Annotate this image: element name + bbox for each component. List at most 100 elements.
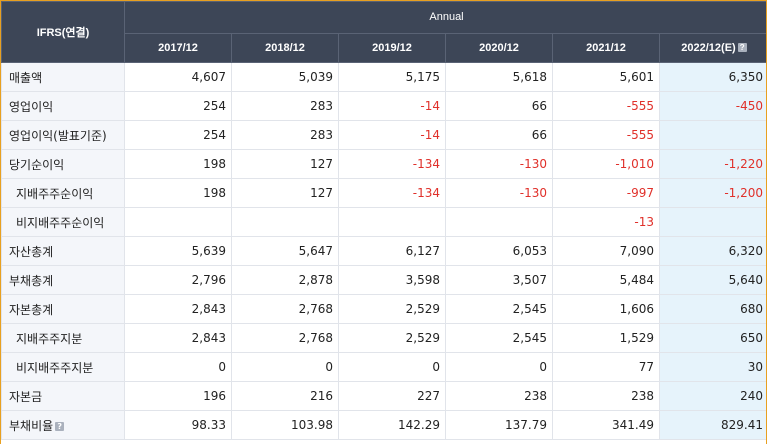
row-label: 지배주주순이익 (1, 178, 125, 208)
value-cell: 196 (124, 381, 232, 411)
row-label-text: 지배주주순이익 (16, 186, 94, 201)
value-cell: 2,545 (445, 294, 553, 324)
value-cell: 7,090 (552, 236, 660, 266)
year-header: 2019/12 (338, 32, 446, 64)
question-icon[interactable]: ? (55, 421, 65, 431)
row-label: 당기순이익 (1, 149, 125, 179)
value-cell: 3,507 (445, 265, 553, 295)
value-cell: 216 (231, 381, 339, 411)
value-cell: 5,484 (552, 265, 660, 295)
value-cell: -134 (338, 149, 446, 179)
value-cell: -13 (552, 207, 660, 237)
row-label: 자본금 (1, 381, 125, 411)
annual-group-header: Annual (123, 1, 766, 34)
row-label-text: 영업이익(발표기준) (9, 128, 107, 143)
value-cell: 103.98 (231, 410, 339, 440)
value-cell: 238 (445, 381, 553, 411)
value-cell: 0 (445, 352, 553, 382)
row-label: 자산총계 (1, 236, 125, 266)
row-label-text: 부채총계 (9, 273, 54, 288)
value-cell: 227 (338, 381, 446, 411)
row-label-text: 자본금 (9, 389, 43, 404)
value-cell: 2,768 (231, 323, 339, 353)
estimate-value-cell: -450 (658, 91, 766, 121)
value-cell: 2,843 (124, 294, 232, 324)
value-cell: -130 (445, 149, 553, 179)
table-row: 지배주주순이익 198 127 -134 -130 -997 -1,200 (1, 178, 766, 208)
value-cell: 2,768 (231, 294, 339, 324)
table-row: 자본금 196 216 227 238 238 240 (1, 381, 766, 411)
row-label-text: 당기순이익 (9, 157, 65, 172)
value-cell: 2,796 (124, 265, 232, 295)
table-row: 비지배주주지분 0 0 0 0 77 30 (1, 352, 766, 382)
year-label: 2022/12(E) (681, 41, 736, 54)
year-label: 2020/12 (479, 41, 519, 54)
value-cell: 5,039 (231, 62, 339, 92)
value-cell: 238 (552, 381, 660, 411)
value-cell (124, 207, 232, 237)
table-row: 자산총계 5,639 5,647 6,127 6,053 7,090 6,320 (1, 236, 766, 266)
value-cell: 3,598 (338, 265, 446, 295)
estimate-value-cell (658, 120, 766, 150)
value-cell: 2,545 (445, 323, 553, 353)
value-cell: 4,607 (124, 62, 232, 92)
estimate-value-cell: 829.41 (658, 410, 766, 440)
row-label-text: 비지배주주지분 (16, 360, 94, 375)
value-cell: 66 (445, 91, 553, 121)
row-label: 부채총계 (1, 265, 125, 295)
value-cell: 5,647 (231, 236, 339, 266)
value-cell: -997 (552, 178, 660, 208)
row-label-text: 자산총계 (9, 244, 54, 259)
estimate-value-cell: 6,350 (658, 62, 766, 92)
value-cell: 127 (231, 178, 339, 208)
value-cell: 5,175 (338, 62, 446, 92)
estimate-value-cell: 240 (658, 381, 766, 411)
value-cell: 137.79 (445, 410, 553, 440)
value-cell: 66 (445, 120, 553, 150)
header-row-years: 2017/12 2018/12 2019/12 2020/12 2021/12 … (2, 32, 766, 64)
value-cell (445, 207, 553, 237)
estimate-value-cell: 680 (658, 294, 766, 324)
row-label: 비지배주주순이익 (1, 207, 125, 237)
year-header: 2018/12 (231, 32, 339, 64)
table-row: 영업이익 254 283 -14 66 -555 -450 (1, 91, 766, 121)
row-label: 자본총계 (1, 294, 125, 324)
value-cell: 142.29 (338, 410, 446, 440)
value-cell: -14 (338, 120, 446, 150)
value-cell: -14 (338, 91, 446, 121)
estimate-value-cell: 650 (658, 323, 766, 353)
header-row-top: IFRS(연결) Annual (1, 1, 766, 63)
value-cell (231, 207, 339, 237)
value-cell: 198 (124, 178, 232, 208)
value-cell: 198 (124, 149, 232, 179)
estimate-value-cell: 6,320 (658, 236, 766, 266)
value-cell: 77 (552, 352, 660, 382)
row-label: 매출액 (1, 62, 125, 92)
value-cell: 127 (231, 149, 339, 179)
table-row: 비지배주주순이익 -13 (1, 207, 766, 237)
value-cell: 2,529 (338, 294, 446, 324)
value-cell: 341.49 (552, 410, 660, 440)
row-label: 비지배주주지분 (1, 352, 125, 382)
year-header: 2020/12 (445, 32, 553, 64)
row-label-text: 부채비율 (9, 418, 54, 433)
table-row: 매출액 4,607 5,039 5,175 5,618 5,601 6,350 (1, 62, 766, 92)
question-icon[interactable]: ? (737, 42, 747, 52)
value-cell: 98.33 (124, 410, 232, 440)
row-label-text: 비지배주주순이익 (16, 215, 105, 230)
row-label-text: 자본총계 (9, 302, 54, 317)
value-cell: -1,010 (552, 149, 660, 179)
year-label: 2019/12 (372, 41, 412, 54)
row-label-text: 영업이익 (9, 99, 54, 114)
row-label: 영업이익 (1, 91, 125, 121)
table-row: 지배주주지분 2,843 2,768 2,529 2,545 1,529 650 (1, 323, 766, 353)
table-body: 매출액 4,607 5,039 5,175 5,618 5,601 6,350 영업이익 254… (1, 62, 766, 440)
value-cell: 0 (338, 352, 446, 382)
table-row: 당기순이익 198 127 -134 -130 -1,010 -1,220 (1, 149, 766, 179)
year-header: 2021/12 (552, 32, 660, 64)
value-cell: 283 (231, 91, 339, 121)
year-label: 2021/12 (586, 41, 626, 54)
value-cell: -555 (552, 91, 660, 121)
value-cell: 2,878 (231, 265, 339, 295)
